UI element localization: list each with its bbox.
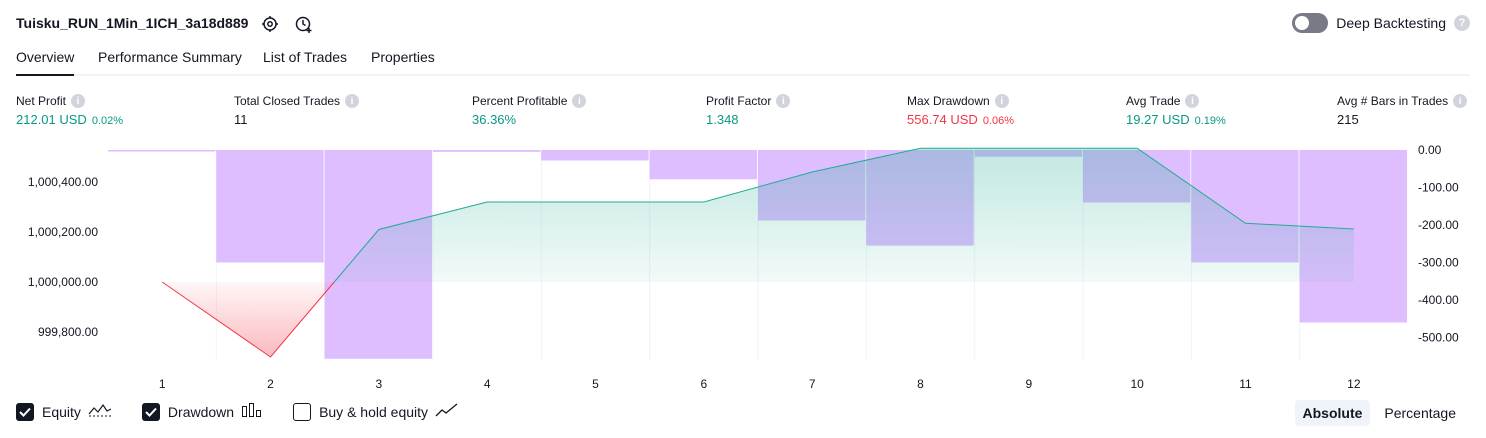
summary-stats: Net Profit i 212.01 USD 0.02% Total Closed… (0, 92, 1486, 132)
stat-label: Total Closed Trades (234, 94, 341, 108)
tab-properties[interactable]: Properties (371, 49, 435, 65)
legend-drawdown[interactable]: Drawdown (141, 402, 263, 421)
percentage-mode-button[interactable]: Percentage (1384, 405, 1456, 421)
stat-total-closed-trades: Total Closed Trades i 11 (234, 92, 360, 127)
drawdown-checkbox[interactable] (141, 402, 160, 421)
stat-avg-trade: Avg Trade i 19.27 USD 0.19% (1126, 92, 1226, 127)
info-icon[interactable]: i (1453, 94, 1468, 108)
equity-line-icon (88, 402, 112, 421)
legend-buy-hold-equity[interactable]: Buy & hold equity (293, 402, 459, 421)
info-icon[interactable]: i (776, 94, 791, 108)
stat-profit-factor: Profit Factor i 1.348 (706, 92, 791, 127)
stat-net-profit: Net Profit i 212.01 USD 0.02% (16, 92, 123, 127)
equity-checkbox[interactable] (16, 402, 34, 421)
x-tick-label: 6 (700, 377, 707, 391)
drawdown-bars-icon (241, 402, 263, 421)
y-right-tick-label: 0.00 (1418, 143, 1442, 157)
legend-label: Equity (42, 403, 81, 420)
stat-value: 212.01 USD (16, 112, 87, 127)
y-right-tick-label: -500.00 (1418, 331, 1459, 345)
y-left-tick-label: 999,800.00 (38, 325, 98, 339)
x-tick-label: 5 (592, 377, 599, 391)
stat-percent: 0.19% (1194, 115, 1226, 127)
add-alert-icon[interactable] (294, 14, 314, 34)
stat-label: Percent Profitable (472, 94, 568, 108)
info-icon[interactable]: i (572, 94, 587, 108)
x-tick-label: 9 (1025, 377, 1032, 391)
equity-line (333, 147, 1354, 283)
tab-overview[interactable]: Overview (16, 49, 75, 76)
legend-label: Drawdown (167, 403, 235, 420)
value-mode-switch: Absolute Percentage (1294, 400, 1465, 426)
info-icon[interactable]: i (345, 94, 360, 108)
stat-percent: 0.02% (91, 115, 124, 127)
info-icon[interactable]: i (1185, 94, 1200, 108)
stat-value: 1.348 (706, 112, 739, 127)
deep-backtesting-control: Deep Backtesting ? (1292, 13, 1470, 33)
equity-gain-area (334, 148, 1354, 282)
stat-value: 215 (1337, 112, 1359, 127)
stat-value: 11 (234, 112, 248, 127)
report-tabs: Overview Performance Summary List of Tra… (16, 46, 1470, 76)
y-right-tick-label: -400.00 (1418, 293, 1459, 307)
y-left-tick-label: 1,000,400.00 (28, 175, 98, 189)
x-tick-label: 8 (917, 377, 924, 391)
buy-hold-line-icon (435, 402, 459, 421)
stat-value: 36.36% (472, 112, 517, 127)
settings-icon[interactable] (260, 14, 280, 34)
x-tick-label: 11 (1239, 377, 1252, 391)
deep-backtesting-label: Deep Backtesting (1336, 15, 1446, 31)
legend-equity[interactable]: Equity (16, 402, 112, 421)
equity-loss-line (161, 281, 335, 358)
info-icon[interactable]: i (994, 94, 1009, 108)
stat-max-drawdown: Max Drawdown i 556.74 USD 0.06% (907, 92, 1014, 127)
equity-drawdown-chart: 999,800.00 1,000,000.00 1,000,200.00 1,000,… (28, 143, 1459, 391)
stat-avg-bars-in-trades: Avg # Bars in Trades i 215 (1337, 92, 1468, 127)
y-right-tick-label: -200.00 (1418, 218, 1459, 232)
x-tick-label: 4 (484, 377, 491, 391)
stat-value: 19.27 USD (1126, 112, 1190, 127)
drawdown-bar (108, 150, 216, 152)
x-tick-label: 2 (267, 377, 274, 391)
report-header: Tuisku_RUN_1Min_1ICH_3a18d889 Deep Backt… (16, 10, 1470, 40)
stat-label: Net Profit (16, 94, 67, 108)
drawdown-bar (433, 150, 541, 152)
chart-legend: Equity Drawdown Buy & hold equity (16, 402, 489, 421)
x-tick-label: 3 (375, 377, 382, 391)
drawdown-bar (649, 150, 757, 180)
drawdown-bar (541, 150, 649, 161)
y-right-tick-label: -300.00 (1418, 256, 1459, 270)
y-left-tick-label: 1,000,000.00 (28, 275, 98, 289)
stat-percent: 0.06% (982, 115, 1015, 127)
x-tick-label: 7 (809, 377, 816, 391)
legend-label: Buy & hold equity (319, 403, 429, 420)
x-tick-label: 10 (1130, 377, 1144, 391)
absolute-mode-button[interactable]: Absolute (1294, 400, 1371, 426)
stat-label: Max Drawdown (907, 94, 990, 108)
y-right-tick-label: -100.00 (1418, 181, 1459, 195)
stat-label: Profit Factor (706, 94, 772, 108)
buy-hold-checkbox[interactable] (293, 402, 312, 421)
tab-list-of-trades[interactable]: List of Trades (263, 49, 348, 65)
x-tick-label: 12 (1347, 377, 1361, 391)
help-icon[interactable]: ? (1454, 15, 1470, 31)
x-tick-label: 1 (159, 377, 166, 391)
y-left-tick-label: 1,000,200.00 (28, 225, 98, 239)
info-icon[interactable]: i (71, 94, 86, 108)
deep-backtesting-toggle[interactable] (1292, 13, 1329, 33)
tab-performance-summary[interactable]: Performance Summary (98, 49, 242, 65)
equity-loss-area (162, 282, 335, 357)
drawdown-bar (216, 150, 324, 263)
stat-label: Avg Trade (1126, 94, 1181, 108)
stat-value: 556.74 USD (907, 112, 978, 127)
stat-percent-profitable: Percent Profitable i 36.36% (472, 92, 587, 127)
strategy-title: Tuisku_RUN_1Min_1ICH_3a18d889 (16, 15, 249, 31)
stat-label: Avg # Bars in Trades (1337, 94, 1449, 108)
